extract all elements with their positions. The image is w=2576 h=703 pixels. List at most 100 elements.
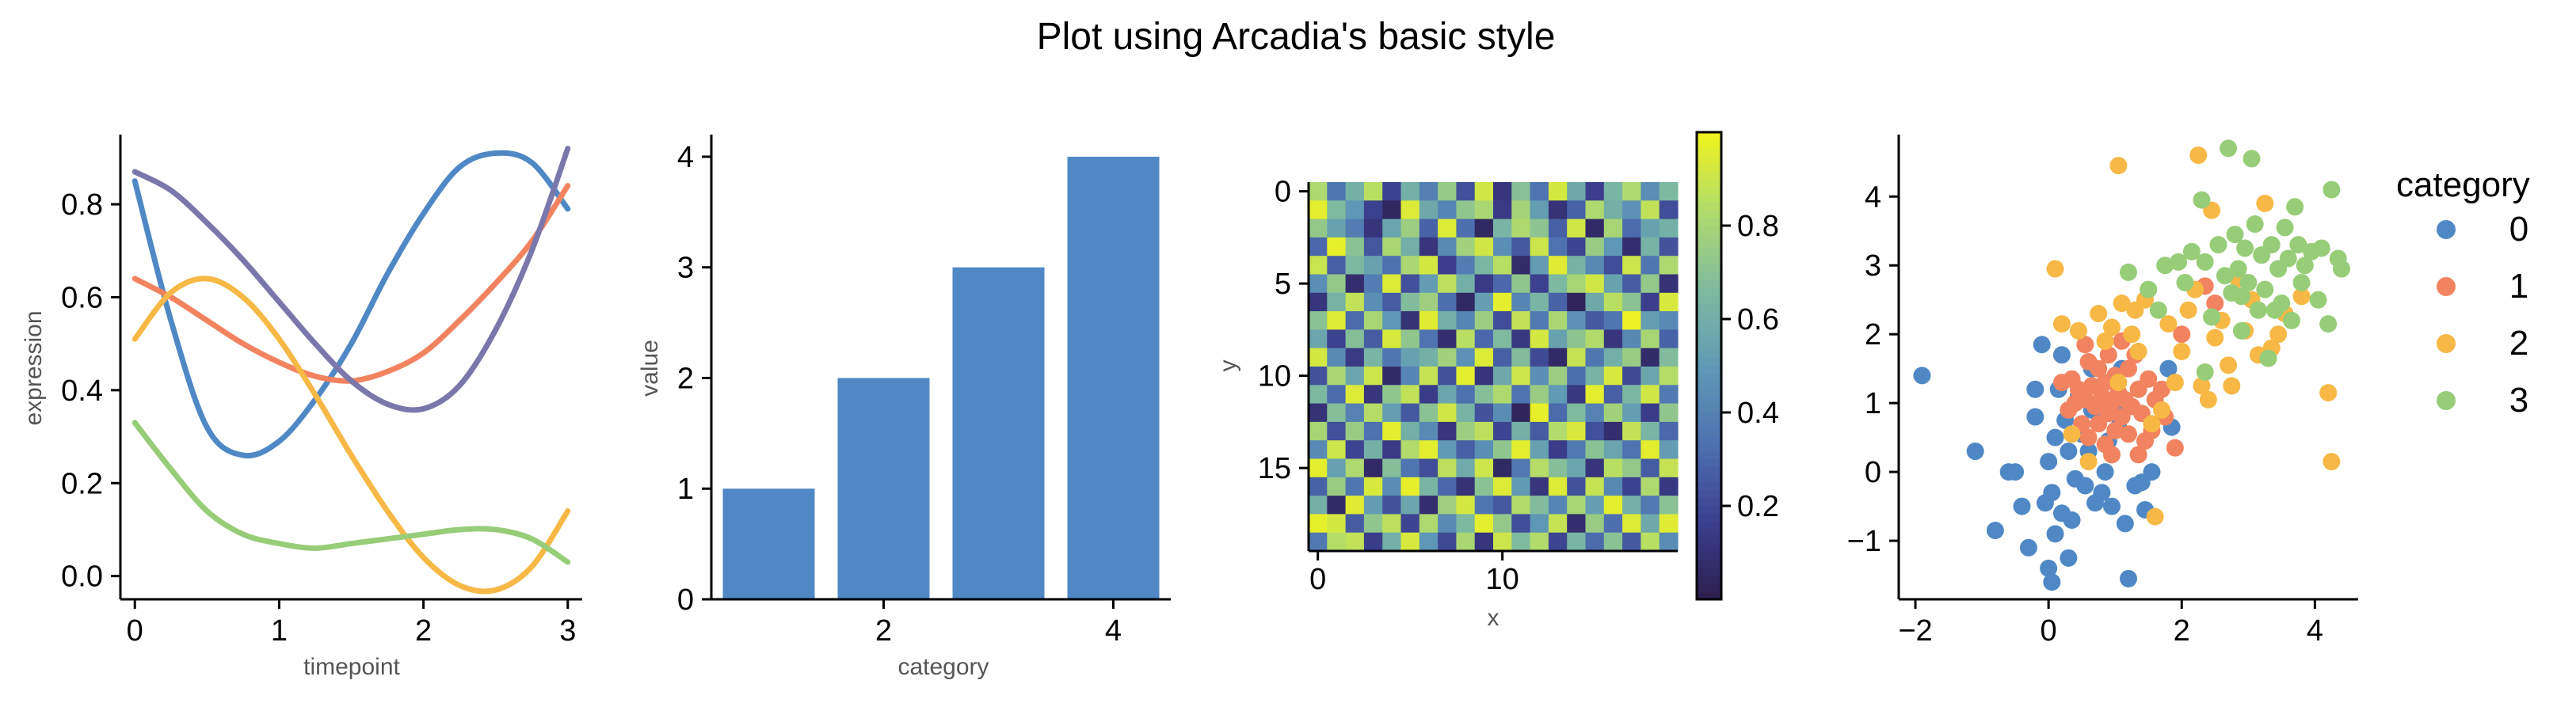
heatmap-cell — [1603, 274, 1623, 294]
colorbar-segment — [1697, 147, 1721, 157]
heatmap-cell — [1309, 532, 1328, 552]
legend-marker-2 — [2437, 334, 2456, 353]
heatmap-cell — [1603, 367, 1623, 386]
scatter-point-category-3 — [2243, 150, 2261, 168]
heatmap-cell — [1567, 367, 1587, 386]
heatmap-cell — [1622, 256, 1641, 276]
legend-label-0: 0 — [2509, 210, 2528, 249]
heatmap-cell — [1345, 477, 1365, 496]
heatmap-cell — [1363, 274, 1383, 294]
colorbar-segment — [1697, 218, 1721, 226]
scatter-point-category-0 — [2060, 443, 2078, 461]
scatter-point-category-3 — [2120, 263, 2137, 281]
heatmap-cell — [1419, 256, 1439, 276]
heatmap-cell — [1585, 514, 1605, 534]
heatmap-cell — [1640, 514, 1660, 534]
scatter-point-category-3 — [2259, 349, 2277, 367]
heatmap-cell — [1438, 385, 1457, 405]
heatmap-cell — [1309, 514, 1328, 534]
scatter-point-category-2 — [2206, 329, 2224, 347]
heatmap-cell — [1659, 200, 1679, 220]
scatter-point-category-0 — [1986, 522, 2004, 540]
heatmap-cell — [1659, 274, 1679, 294]
heatmap-cell — [1567, 237, 1587, 256]
scatter-point-category-3 — [2296, 256, 2314, 275]
scatter-point-category-3 — [2220, 139, 2238, 158]
heatmap-cell — [1511, 292, 1531, 312]
heatmap-cell — [1659, 403, 1679, 423]
scatter-point-category-3 — [2196, 253, 2214, 271]
scatter-point-category-0 — [2033, 336, 2051, 354]
heatmap-cell — [1493, 514, 1512, 534]
heatmap-cell — [1622, 421, 1641, 441]
scatter-point-category-3 — [2236, 239, 2254, 257]
heatmap-cell — [1382, 367, 1402, 386]
heatmap-cell — [1493, 329, 1512, 349]
heatmap-cell — [1438, 311, 1457, 330]
colorbar-segment — [1697, 155, 1721, 165]
heatmap-cell — [1309, 385, 1328, 405]
scatter-x-tick-label: 2 — [2174, 614, 2190, 648]
heatmap-cell — [1363, 292, 1383, 312]
heatmap-cell — [1456, 348, 1476, 367]
scatter-point-category-2 — [2123, 325, 2141, 344]
heatmap-cell — [1327, 218, 1347, 238]
heatmap-cell — [1622, 458, 1641, 478]
legend-title: category — [2396, 165, 2530, 204]
heatmap-cell — [1659, 237, 1679, 256]
heatmap-cell — [1493, 311, 1512, 330]
scatter-point-category-0 — [2046, 428, 2064, 446]
heatmap-cell — [1530, 311, 1549, 330]
colorbar-segment — [1697, 553, 1721, 561]
heatmap-cell — [1327, 348, 1347, 367]
heatmap-cell — [1382, 532, 1402, 552]
heatmap-cell — [1585, 403, 1605, 423]
heatmap-cell — [1363, 421, 1383, 441]
legend-label-3: 3 — [2509, 381, 2528, 420]
heatmap-cell — [1309, 421, 1328, 441]
heatmap-cell — [1327, 311, 1347, 330]
heatmap-cell — [1400, 385, 1420, 405]
scatter-point-category-1 — [2099, 346, 2117, 364]
heatmap-cell — [1474, 458, 1494, 478]
heatmap-cell — [1548, 348, 1568, 367]
heatmap-cell — [1585, 218, 1605, 238]
heatmap-cell — [1419, 218, 1439, 238]
heatmap-cell — [1548, 421, 1568, 441]
heatmap-cell — [1400, 403, 1420, 423]
scatter-y-tick-label: 0 — [1865, 456, 1881, 489]
heatmap-cell — [1382, 421, 1402, 441]
scatter-point-category-2 — [2159, 315, 2178, 333]
heatmap-cell — [1530, 200, 1549, 220]
heatmap-cell — [1567, 311, 1587, 330]
heatmap-cell — [1474, 496, 1494, 515]
heatmap-cell — [1585, 477, 1605, 496]
heatmap-cell — [1363, 237, 1383, 256]
heatmap-cell — [1530, 514, 1549, 534]
line-chart-y-label: expression — [21, 310, 47, 425]
heatmap-cell — [1363, 182, 1383, 201]
heatmap-x-label: x — [1488, 605, 1499, 631]
line-series-2 — [131, 146, 571, 413]
heatmap-cell — [1622, 200, 1641, 220]
scatter-point-category-2 — [2090, 305, 2108, 323]
heatmap-cell — [1400, 532, 1420, 552]
heatmap-cell — [1382, 274, 1402, 294]
colorbar-segment — [1697, 583, 1721, 592]
colorbar-segment — [1697, 194, 1721, 203]
heatmap-cell — [1400, 329, 1420, 349]
heatmap-cell — [1419, 403, 1439, 423]
heatmap-cell — [1530, 237, 1549, 256]
colorbar-segment — [1697, 287, 1721, 297]
heatmap-cell — [1548, 440, 1568, 460]
line-series-0 — [131, 150, 571, 459]
heatmap-cell — [1438, 292, 1457, 312]
heatmap-cell — [1382, 403, 1402, 423]
heatmap-cell — [1622, 532, 1641, 552]
heatmap-cell — [1327, 403, 1347, 423]
heatmap-cell — [1438, 440, 1457, 460]
heatmap-cell — [1345, 329, 1365, 349]
scatter-point-category-2 — [2143, 415, 2161, 433]
colorbar-segment — [1697, 576, 1721, 585]
heatmap-cell — [1309, 182, 1328, 201]
